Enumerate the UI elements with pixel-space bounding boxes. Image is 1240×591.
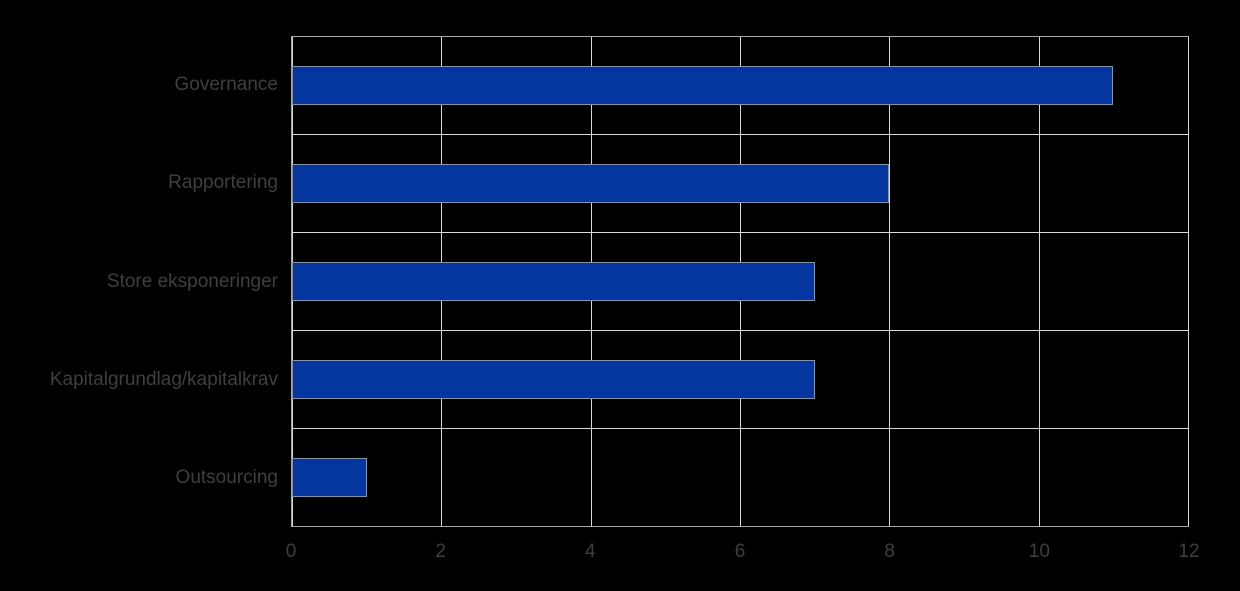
- x-tick-label: 8: [884, 541, 895, 562]
- category-label: Outsourcing: [175, 466, 278, 488]
- bar: [292, 359, 815, 400]
- bar: [292, 457, 367, 498]
- bar: [292, 261, 815, 302]
- x-tick-label: 0: [285, 541, 297, 562]
- bar-rows: [292, 37, 1188, 526]
- x-tick-label: 10: [1028, 541, 1050, 562]
- plot-area: [291, 36, 1189, 527]
- x-axis-tick-labels: 0 2 4 6 8 10 12: [286, 541, 1200, 569]
- y-axis-category-labels: Governance Rapportering Store eksponeringe…: [0, 36, 285, 527]
- bar: [292, 65, 1114, 106]
- bar-row: [292, 232, 1188, 330]
- bar-row: [292, 37, 1188, 134]
- x-tick-label: 6: [734, 541, 746, 562]
- gridline: [1038, 37, 1040, 526]
- bar-row: [292, 428, 1188, 526]
- bar-row: [292, 134, 1188, 232]
- category-label: Rapportering: [168, 172, 278, 194]
- category-label: Store eksponeringer: [106, 270, 278, 292]
- gridline: [1188, 37, 1189, 526]
- category-label: Governance: [174, 74, 278, 96]
- gridline: [889, 37, 891, 526]
- x-tick-label: 4: [585, 541, 596, 562]
- category-label: Kapitalgrundlag/kapitalkrav: [49, 368, 278, 390]
- bar: [292, 163, 890, 204]
- x-tick-label: 12: [1178, 541, 1200, 562]
- x-tick-label: 2: [435, 541, 446, 562]
- bar-row: [292, 330, 1188, 428]
